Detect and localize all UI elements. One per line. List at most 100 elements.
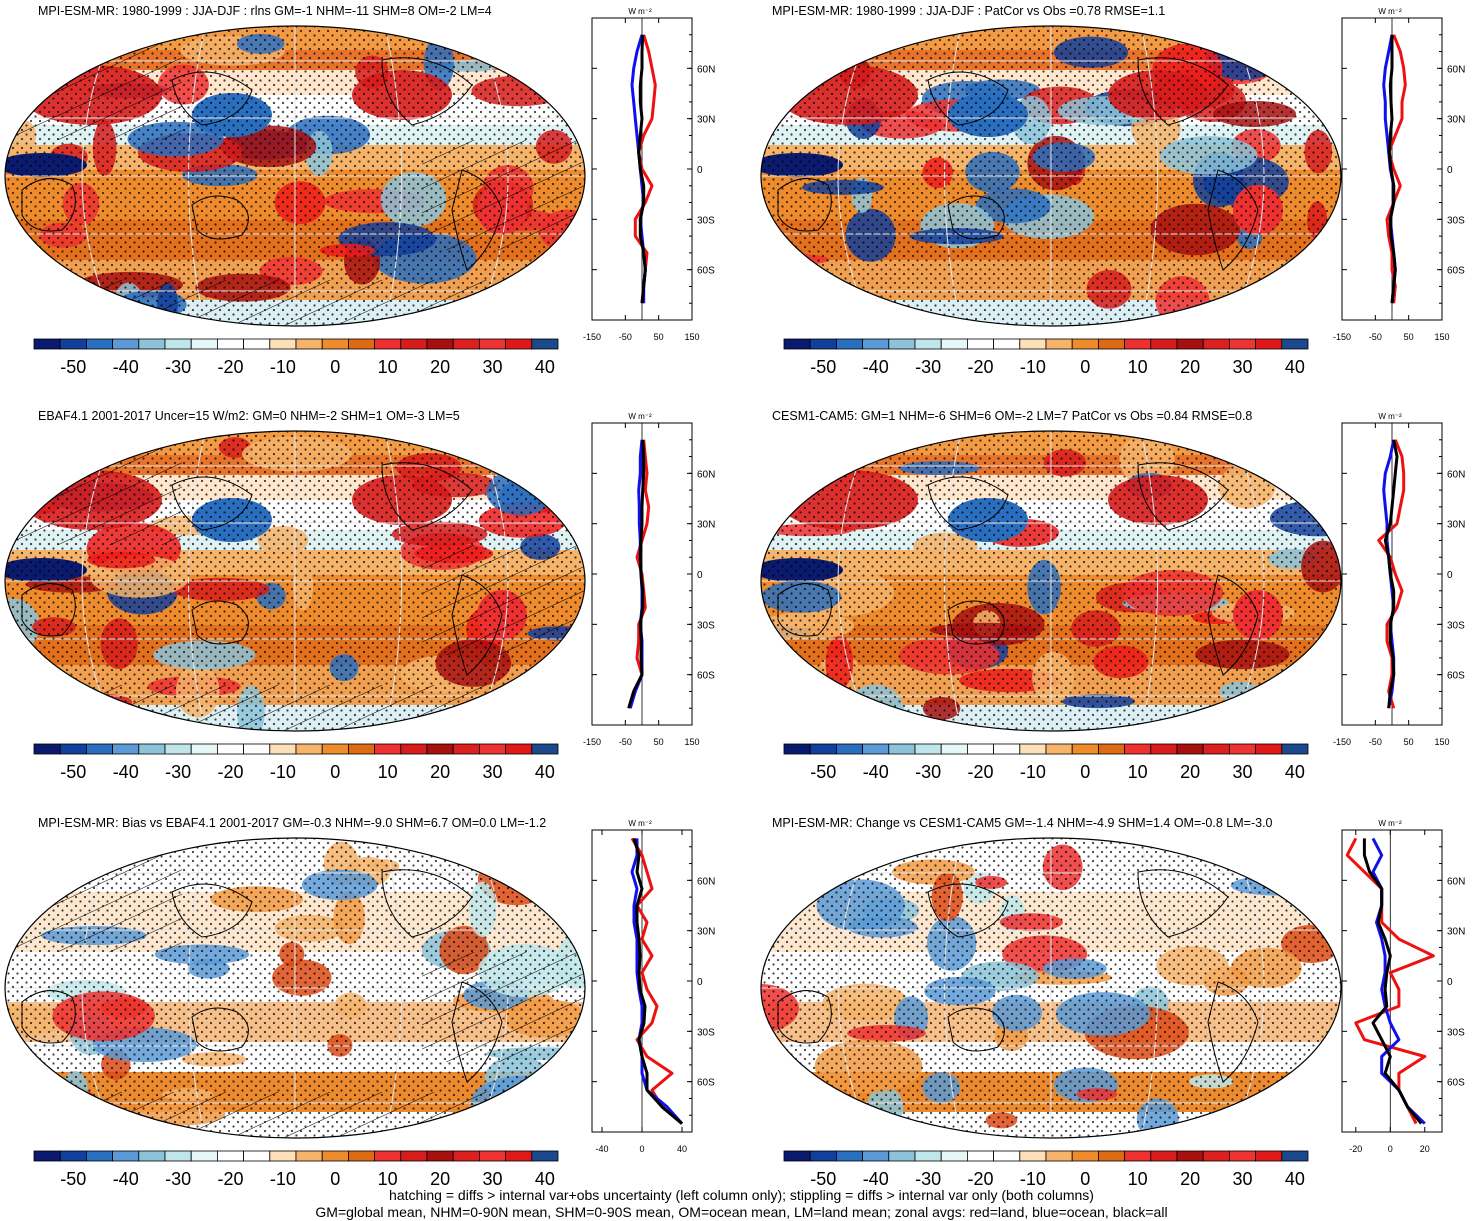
colorbar-swatch [295, 1150, 323, 1162]
colorbar-swatch [321, 338, 349, 350]
panel-2: MPI-ESM-MR: 1980-1999 : JJA-DJF : PatCor… [748, 0, 1483, 400]
colorbar-swatch [295, 338, 323, 350]
colorbar-swatch [138, 338, 166, 350]
zonal-line-all [637, 34, 647, 304]
colorbar-swatch [1150, 743, 1178, 755]
colorbar-swatch [1019, 1150, 1047, 1162]
colorbar-label: 40 [535, 762, 555, 782]
colorbar-label: 40 [1285, 762, 1305, 782]
panel-title: MPI-ESM-MR: Change vs CESM1-CAM5 GM=-1.4… [772, 816, 1273, 830]
zonal-mean-plot: W m⁻² -40 0 40 60N 30N 0 30S 60S [591, 819, 715, 1154]
colorbar-swatch [1281, 1150, 1309, 1162]
global-map [760, 837, 1342, 1139]
colorbar-swatch [914, 1150, 942, 1162]
x-tick-label: -50 [1369, 737, 1382, 747]
colorbar-swatch [86, 743, 114, 755]
colorbar-swatch [164, 338, 192, 350]
colorbar-swatch [1255, 338, 1283, 350]
x-tick-label: 20 [1420, 1144, 1430, 1154]
colorbar-swatch [1097, 743, 1125, 755]
panel-5: MPI-ESM-MR: Bias vs EBAF4.1 2001-2017 GM… [0, 812, 740, 1212]
colorbar: -50 -40 -30 -20 -10 0 10 20 30 40 50 [33, 1150, 588, 1189]
colorbar-swatch [478, 338, 506, 350]
colorbar-swatch [531, 1150, 559, 1162]
units-label: W m⁻² [628, 412, 652, 421]
colorbar: -50 -40 -30 -20 -10 0 10 20 30 40 50 [33, 743, 588, 782]
colorbar-swatch [783, 1150, 811, 1162]
colorbar-label: 40 [1285, 1169, 1305, 1189]
x-tick-label: 150 [684, 737, 699, 747]
x-tick-label: -150 [583, 332, 601, 342]
colorbar-swatch [966, 743, 994, 755]
colorbar-label: -20 [967, 762, 993, 782]
units-label: W m⁻² [1378, 412, 1402, 421]
colorbar-label: -10 [270, 357, 296, 377]
colorbar-swatch [452, 743, 480, 755]
panel-4: CESM1-CAM5: GM=1 NHM=-6 SHM=6 OM=-2 LM=7… [748, 405, 1483, 805]
colorbar-label: -40 [113, 762, 139, 782]
colorbar-swatch [914, 743, 942, 755]
colorbar-swatch [1045, 338, 1073, 350]
y-tick-label: 60N [1447, 64, 1465, 75]
y-tick-label: 60N [1447, 876, 1465, 887]
colorbar-swatch [1176, 743, 1204, 755]
colorbar-label: 10 [378, 762, 398, 782]
colorbar-label: -40 [863, 357, 889, 377]
colorbar-swatch [59, 1150, 87, 1162]
colorbar-label: 20 [1180, 357, 1200, 377]
colorbar-swatch [1124, 338, 1152, 350]
colorbar-swatch [374, 338, 402, 350]
colorbar-label: 50 [1337, 762, 1338, 782]
colorbar-swatch [400, 743, 428, 755]
colorbar-swatch [1202, 743, 1230, 755]
colorbar-swatch [321, 743, 349, 755]
colorbar-label: -30 [915, 357, 941, 377]
zonal-mean-plot: W m⁻² -150 -50 50 150 60N 30N 0 30S 60S [583, 7, 715, 342]
colorbar-swatch [269, 1150, 297, 1162]
colorbar-label: 40 [535, 1169, 555, 1189]
colorbar-label: 10 [1128, 357, 1148, 377]
panel-6: MPI-ESM-MR: Change vs CESM1-CAM5 GM=-1.4… [748, 812, 1483, 1212]
colorbar-swatch [1255, 743, 1283, 755]
colorbar-swatch [1176, 338, 1204, 350]
colorbar-swatch [809, 338, 837, 350]
units-label: W m⁻² [1378, 7, 1402, 16]
footer-note-hatching: hatching = diffs > internal var+obs unce… [389, 1187, 1094, 1203]
zonal-line-all [627, 439, 646, 709]
global-map [760, 430, 1342, 732]
global-map [760, 25, 1342, 327]
colorbar-label: -40 [863, 762, 889, 782]
colorbar-swatch [426, 1150, 454, 1162]
colorbar-swatch [993, 1150, 1021, 1162]
colorbar-swatch [1045, 1150, 1073, 1162]
colorbar-swatch [1150, 1150, 1178, 1162]
colorbar: -50 -40 -30 -20 -10 0 10 20 30 40 50 [783, 338, 1338, 377]
colorbar-swatch [505, 338, 533, 350]
colorbar-swatch [940, 338, 968, 350]
x-tick-label: 0 [1388, 1144, 1393, 1154]
colorbar-label: -20 [217, 1169, 243, 1189]
colorbar-label: 30 [482, 762, 502, 782]
colorbar-swatch [452, 1150, 480, 1162]
panel-title: MPI-ESM-MR: 1980-1999 : JJA-DJF : rlns G… [38, 4, 492, 18]
colorbar-swatch [164, 743, 192, 755]
colorbar-swatch [1097, 338, 1125, 350]
y-tick-label: 30S [1447, 1027, 1465, 1038]
panel-title: MPI-ESM-MR: Bias vs EBAF4.1 2001-2017 GM… [38, 816, 547, 830]
colorbar-swatch [347, 743, 375, 755]
colorbar-swatch [809, 1150, 837, 1162]
x-tick-label: 150 [1434, 332, 1449, 342]
colorbar-swatch [862, 338, 890, 350]
colorbar-swatch [993, 338, 1021, 350]
colorbar-label: 10 [1128, 1169, 1148, 1189]
colorbar-swatch [1150, 338, 1178, 350]
colorbar-swatch [505, 1150, 533, 1162]
colorbar-label: -40 [113, 1169, 139, 1189]
colorbar-swatch [914, 338, 942, 350]
zonal-line-land [633, 34, 657, 304]
colorbar-label: 50 [587, 762, 588, 782]
colorbar-label: 10 [378, 357, 398, 377]
y-tick-label: 60S [1447, 266, 1465, 277]
colorbar-label: 50 [1337, 1169, 1338, 1189]
colorbar-swatch [966, 338, 994, 350]
